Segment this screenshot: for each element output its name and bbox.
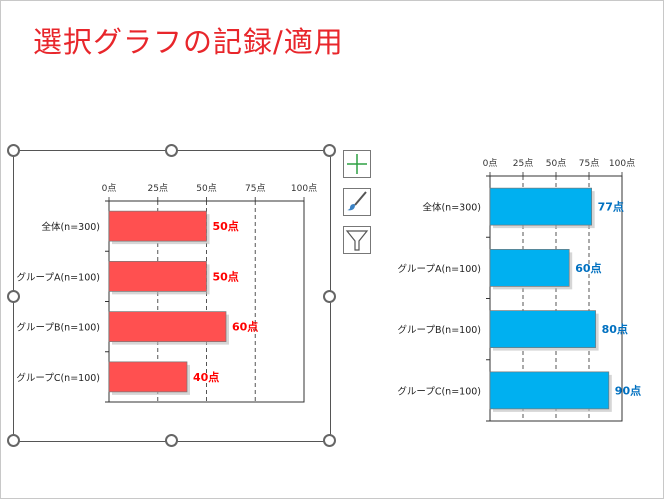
bar[interactable] — [489, 371, 610, 410]
category-label: グループB(n=100) — [398, 324, 481, 336]
bar[interactable] — [108, 311, 227, 342]
data-label: 90点 — [615, 383, 641, 397]
x-tick-label: 25点 — [513, 158, 533, 169]
slide-title[interactable]: 選択グラフの記録/適用 — [33, 25, 344, 59]
brush-icon — [347, 191, 367, 211]
chart-styles-button[interactable] — [343, 188, 371, 216]
chart-filters-button[interactable] — [343, 226, 371, 254]
category-label: 全体(n=300) — [41, 221, 100, 233]
data-label: 50点 — [213, 219, 239, 233]
data-label: 80点 — [602, 322, 628, 336]
category-label: グループA(n=100) — [17, 271, 100, 283]
x-tick-label: 50点 — [546, 158, 566, 169]
x-tick-label: 0点 — [102, 183, 117, 194]
data-label: 77点 — [598, 200, 624, 214]
category-label: グループB(n=100) — [17, 322, 100, 334]
resize-handle[interactable] — [323, 144, 336, 157]
resize-handle[interactable] — [323, 290, 336, 303]
category-label: グループA(n=100) — [398, 263, 481, 275]
category-label: 全体(n=300) — [422, 202, 481, 214]
resize-handle[interactable] — [323, 434, 336, 447]
data-label: 50点 — [213, 269, 239, 283]
data-label: 60点 — [232, 320, 258, 334]
x-tick-label: 50点 — [196, 183, 216, 194]
x-tick-label: 75点 — [245, 183, 265, 194]
chart-elements-button[interactable] — [343, 150, 371, 178]
category-label: グループC(n=100) — [397, 385, 481, 397]
x-tick-label: 0点 — [483, 158, 498, 169]
resize-handle[interactable] — [165, 144, 178, 157]
x-tick-label: 100点 — [609, 158, 635, 169]
bar[interactable] — [489, 249, 570, 287]
bar[interactable] — [108, 210, 207, 242]
plus-icon — [347, 154, 367, 174]
resize-handle[interactable] — [7, 144, 20, 157]
x-tick-label: 100点 — [291, 183, 317, 194]
data-label: 40点 — [193, 370, 219, 384]
resize-handle[interactable] — [165, 434, 178, 447]
bar[interactable] — [489, 187, 592, 226]
resize-handle[interactable] — [7, 290, 20, 303]
bar[interactable] — [489, 310, 596, 348]
category-label: グループC(n=100) — [16, 372, 100, 384]
data-label: 60点 — [575, 261, 601, 275]
bar[interactable] — [108, 261, 207, 292]
resize-handle[interactable] — [7, 434, 20, 447]
x-tick-label: 25点 — [148, 183, 168, 194]
bar[interactable] — [108, 361, 188, 393]
x-tick-label: 75点 — [579, 158, 599, 169]
funnel-icon — [345, 230, 369, 251]
